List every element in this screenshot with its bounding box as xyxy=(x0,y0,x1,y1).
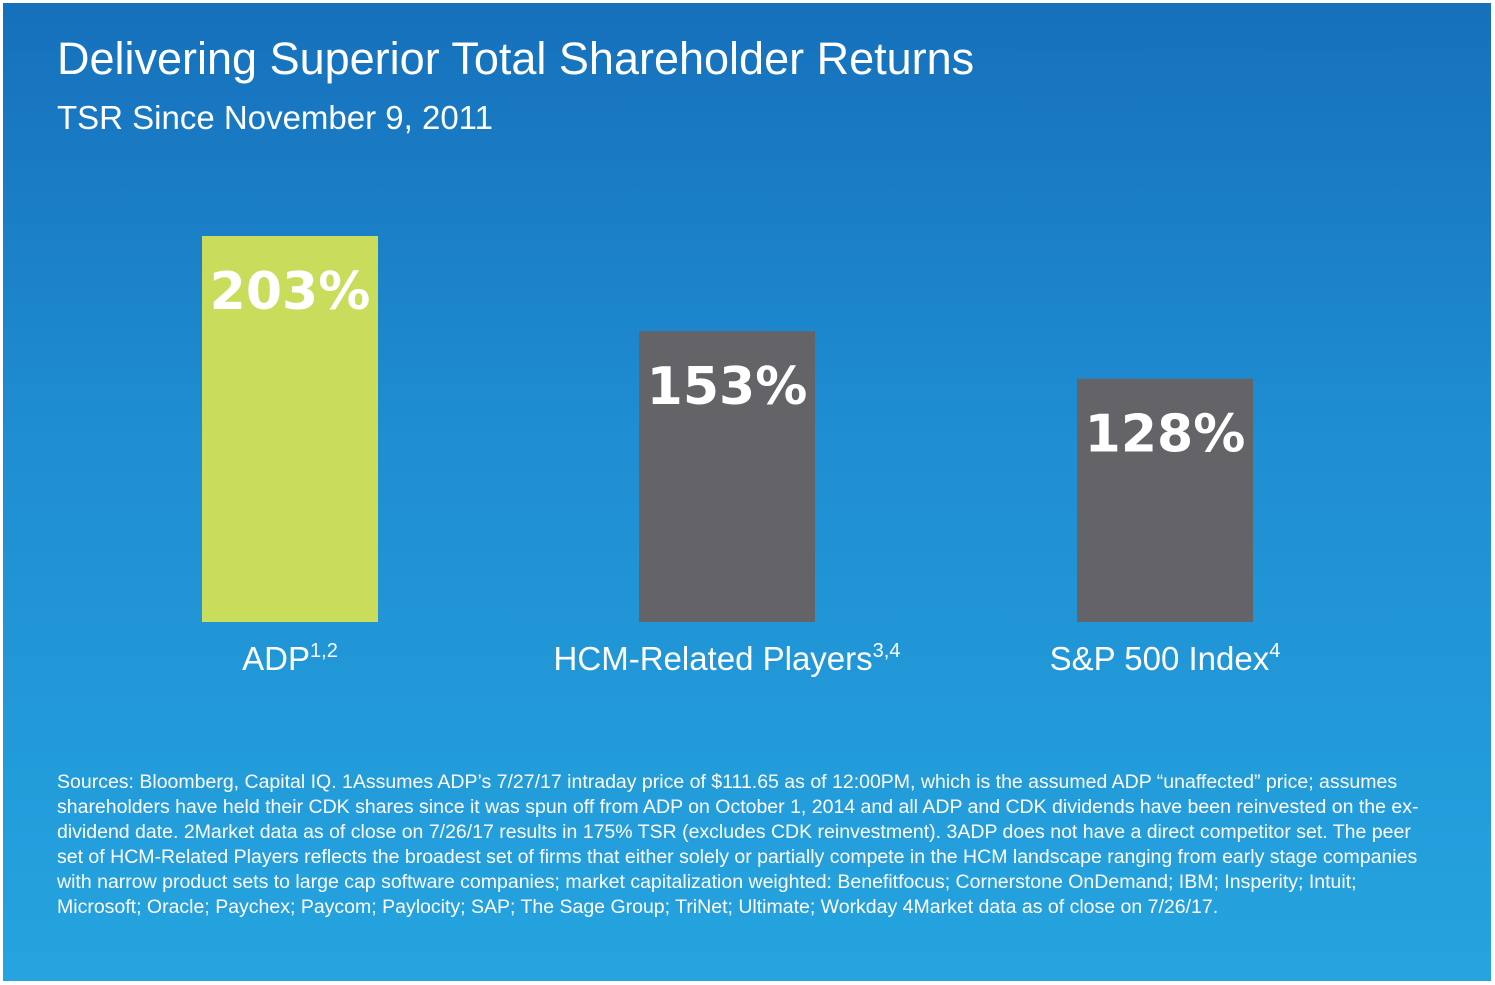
bar-value-label: 203% xyxy=(210,262,371,322)
chart-subtitle: TSR Since November 9, 2011 xyxy=(57,99,493,136)
category-footnote-ref: 4 xyxy=(1269,640,1280,662)
footnotes: Sources: Bloomberg, Capital IQ. 1Assumes… xyxy=(57,771,1419,918)
category-label: HCM-Related Players3,4 xyxy=(554,640,901,677)
bar-value-label: 128% xyxy=(1085,405,1246,465)
chart-panel: Delivering Superior Total Shareholder Re… xyxy=(3,3,1491,981)
category-label: S&P 500 Index4 xyxy=(1050,640,1281,677)
category-label: ADP1,2 xyxy=(242,640,338,677)
bar-s-p-500-index xyxy=(1077,378,1253,622)
bar-chart: 203% ADP1,2 153% HCM-Related Players3,4 128%… xyxy=(202,236,1281,677)
bar-adp xyxy=(202,236,378,622)
chart-title: Delivering Superior Total Shareholder Re… xyxy=(57,33,975,84)
category-footnote-ref: 3,4 xyxy=(873,640,901,662)
bar-value-label: 153% xyxy=(647,357,808,417)
category-footnote-ref: 1,2 xyxy=(310,640,338,662)
bar-hcm-related-players xyxy=(639,331,815,622)
